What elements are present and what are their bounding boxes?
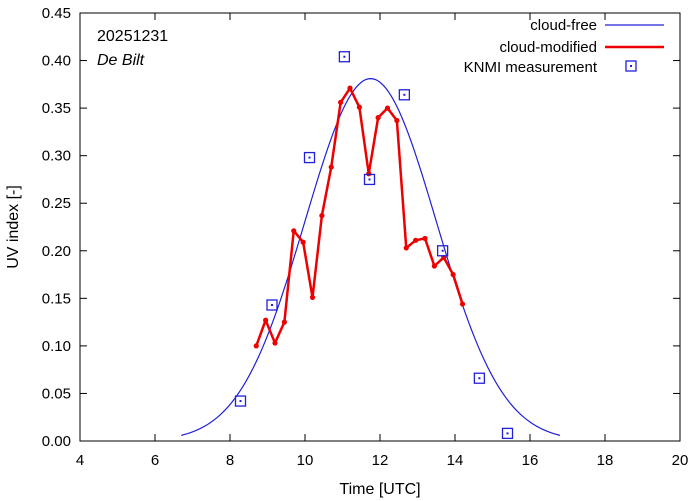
- x-tick-label: 20: [672, 452, 689, 469]
- knmi-measurement-point: [338, 51, 351, 63]
- legend-label-knmi-measurement: KNMI measurement: [464, 59, 598, 76]
- cloud-modified-point: [281, 319, 287, 325]
- cloud-modified-point: [366, 171, 372, 177]
- legend-label-cloud-free: cloud-free: [530, 17, 597, 34]
- knmi-measurement-point: [363, 173, 376, 186]
- y-tick-label: 0.40: [42, 53, 71, 70]
- cloud-modified-point: [319, 212, 325, 219]
- knmi-measurement-point-center: [403, 93, 406, 96]
- y-tick-label: 0.10: [42, 338, 71, 355]
- x-tick-label: 6: [151, 452, 159, 469]
- cloud-modified-point: [291, 228, 297, 234]
- knmi-measurement-point-center: [441, 249, 444, 252]
- cloud-modified-point: [459, 301, 466, 307]
- knmi-measurement-point: [303, 151, 316, 164]
- cloud-modified-line: [255, 86, 464, 347]
- cloud-modified-point: [338, 99, 344, 106]
- cloud-modified-point: [309, 294, 316, 300]
- x-axis-title: Time [UTC]: [339, 481, 420, 498]
- cloud-modified-point: [328, 164, 334, 170]
- x-tick-label: 4: [76, 452, 84, 469]
- knmi-measurement-point: [266, 299, 278, 311]
- y-tick-labels: 0.00 0.05 0.10 0.15 0.20 0.25 0.30 0.35 0.40 0.45: [42, 5, 71, 450]
- legend-swatch-knmi-dot: [630, 65, 632, 67]
- x-tick-label: 14: [447, 452, 464, 469]
- knmi-measurement-point: [501, 427, 514, 440]
- y-tick-label: 0.30: [42, 148, 71, 165]
- x-tick-label: 10: [297, 452, 314, 469]
- knmi-measurement-point-center: [308, 156, 311, 159]
- knmi-measurement-point: [436, 245, 449, 257]
- plot-frame: [79, 12, 681, 442]
- y-tick-label: 0.00: [42, 433, 71, 450]
- x-tick-label: 18: [597, 452, 614, 469]
- knmi-measurement-point: [398, 89, 411, 101]
- cloud-modified-point: [300, 239, 306, 245]
- cloud-modified-point: [431, 263, 437, 269]
- y-tick-label: 0.45: [42, 5, 71, 22]
- knmi-measurement-point-center: [368, 178, 371, 181]
- location-annotation: De Bilt: [97, 52, 145, 69]
- cloud-modified-point: [413, 237, 419, 243]
- y-tick-label: 0.25: [42, 195, 71, 212]
- knmi-measurement-point-center: [343, 55, 346, 58]
- y-tick-label: 0.15: [42, 290, 71, 307]
- legend-swatch-knmi-measurement: [625, 60, 637, 72]
- cloud-modified-point: [347, 85, 353, 91]
- knmi-measurement-points: [234, 51, 514, 440]
- knmi-measurement-point-center: [271, 303, 273, 306]
- cloud-modified-point: [394, 117, 400, 124]
- cloud-free-line: [181, 78, 561, 436]
- knmi-measurement-point-center: [506, 432, 509, 435]
- axis-ticks: [79, 12, 681, 442]
- cloud-modified-points: [253, 85, 466, 349]
- knmi-measurement-point: [234, 395, 247, 407]
- cloud-modified-point: [272, 340, 278, 346]
- date-annotation: 20251231: [97, 28, 168, 45]
- y-tick-label: 0.35: [42, 100, 71, 117]
- knmi-measurement-point-center: [478, 377, 481, 380]
- cloud-modified-point: [403, 245, 409, 251]
- cloud-modified-point: [384, 105, 391, 111]
- y-axis-title: UV index [-]: [5, 185, 22, 269]
- knmi-measurement-point-center: [239, 400, 242, 403]
- cloud-modified-point: [356, 104, 362, 110]
- cloud-modified-point: [375, 115, 381, 121]
- x-tick-labels: 4 6 8 10 12 14 16 18 20: [76, 452, 689, 469]
- y-tick-label: 0.05: [42, 385, 71, 402]
- cloud-modified-point: [422, 235, 428, 242]
- x-tick-label: 16: [522, 452, 539, 469]
- x-tick-label: 12: [372, 452, 389, 469]
- cloud-modified-point: [450, 271, 456, 278]
- knmi-measurement-point: [473, 372, 486, 384]
- y-tick-label: 0.20: [42, 243, 71, 260]
- x-tick-label: 8: [226, 452, 234, 469]
- legend-label-cloud-modified: cloud-modified: [499, 39, 597, 56]
- legend: cloud-free cloud-modified KNMI measureme…: [464, 17, 664, 76]
- cloud-modified-point: [263, 317, 269, 323]
- cloud-modified-point: [253, 343, 259, 349]
